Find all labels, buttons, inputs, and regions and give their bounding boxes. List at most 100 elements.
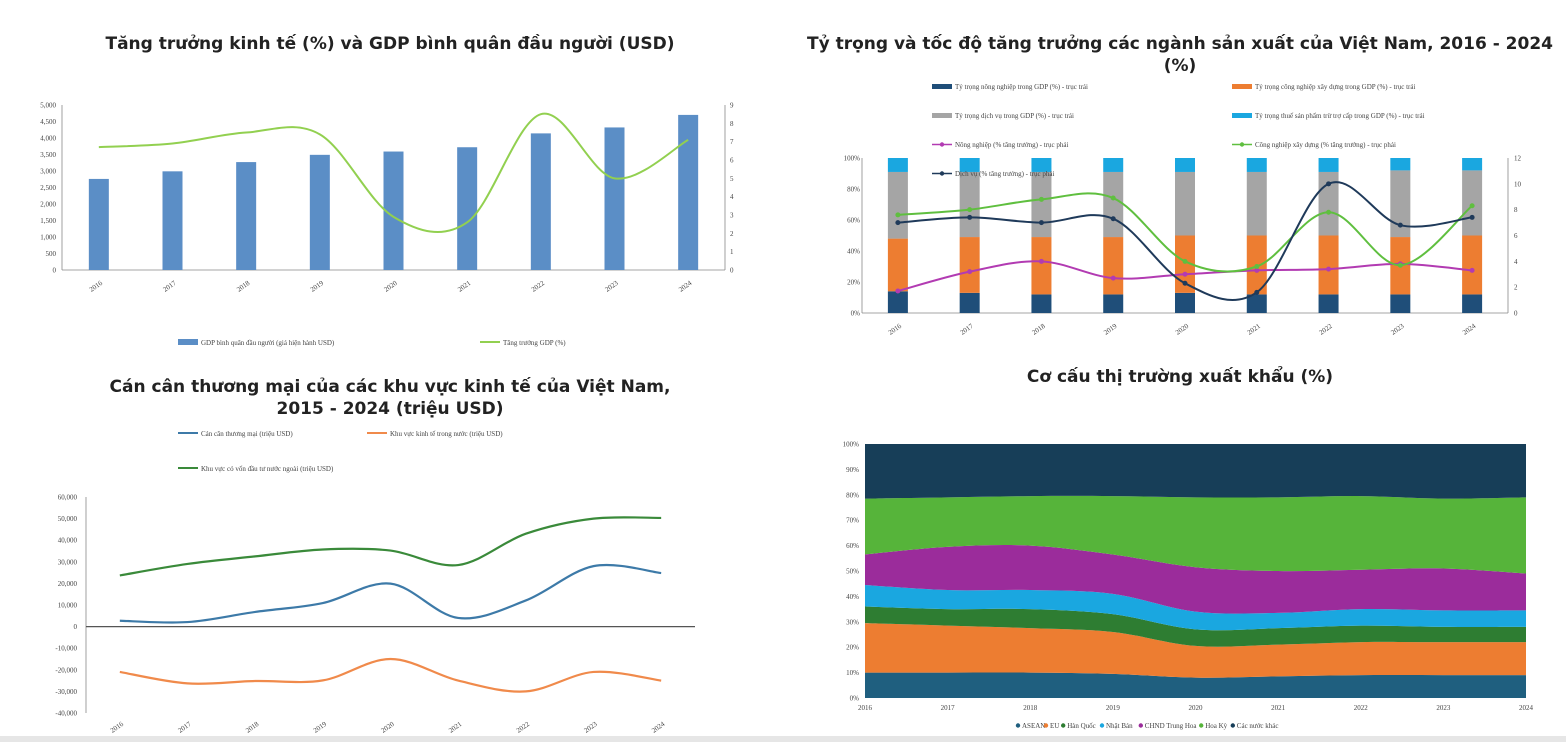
legend-marker bbox=[1099, 723, 1105, 728]
stacked-bar-segment bbox=[1031, 171, 1052, 238]
trade-chart: -40,000 -30,000 -20,000 -10,000 0 10,000 20,00… bbox=[55, 430, 695, 735]
y-right-tick-label: 4 bbox=[1514, 258, 1518, 266]
x-tick-label: 2020 bbox=[383, 279, 399, 294]
y-right-tick-label: 10 bbox=[1514, 180, 1522, 188]
gdp-bar bbox=[383, 151, 404, 270]
growth-point bbox=[1182, 280, 1188, 286]
stacked-bar-segment bbox=[887, 291, 908, 313]
gdp-bar bbox=[530, 133, 551, 270]
stacked-bar-segment bbox=[1246, 294, 1267, 313]
y-left-tick-label: 1,500 bbox=[40, 217, 56, 225]
y-left-tick-label: 500 bbox=[46, 250, 57, 258]
legend-swatch bbox=[1232, 113, 1252, 118]
growth-point bbox=[895, 220, 901, 226]
legend-label: Cán cân thương mại (triệu USD) bbox=[201, 430, 293, 438]
growth-point bbox=[1326, 209, 1332, 215]
y-left-tick-label: 3,500 bbox=[40, 151, 56, 159]
stacked-bar-segment bbox=[1103, 237, 1124, 295]
stacked-bar-segment bbox=[959, 237, 980, 293]
market-area bbox=[865, 495, 1526, 574]
y-left-tick-label: 80% bbox=[847, 186, 860, 194]
trade-chart-panel: Cán cân thương mại của các khu vực kinh … bbox=[40, 376, 740, 736]
stacked-bar-segment bbox=[1462, 158, 1483, 171]
y-left-tick-label: 40% bbox=[847, 248, 860, 256]
x-tick-label: 2021 bbox=[1271, 704, 1286, 712]
x-tick-label: 2024 bbox=[677, 279, 693, 294]
stacked-bar-segment bbox=[1103, 171, 1124, 238]
stacked-bar-segment bbox=[1462, 294, 1483, 313]
y-tick-label: 60% bbox=[846, 542, 859, 550]
stacked-bar-segment bbox=[1246, 171, 1267, 236]
legend-marker bbox=[1043, 723, 1049, 728]
x-tick-label: 2018 bbox=[1031, 322, 1047, 337]
market-area bbox=[865, 444, 1526, 499]
x-tick-label: 2023 bbox=[583, 720, 599, 735]
growth-point bbox=[1469, 214, 1475, 220]
y-tick-label: 70% bbox=[846, 517, 859, 525]
growth-point bbox=[1110, 275, 1116, 281]
x-tick-label: 2023 bbox=[1436, 704, 1451, 712]
x-tick-label: 2021 bbox=[447, 720, 463, 735]
y-left-tick-label: 60% bbox=[847, 217, 860, 225]
gdp-bar bbox=[678, 114, 699, 271]
x-tick-label: 2022 bbox=[1318, 322, 1334, 337]
y-right-tick-label: 8 bbox=[1514, 206, 1518, 214]
chart-title: Tăng trưởng kinh tế (%) và GDP bình quân… bbox=[105, 34, 675, 54]
legend-label: Các nước khác bbox=[1237, 722, 1279, 730]
y-right-tick-label: 4 bbox=[730, 193, 734, 201]
legend-label: GDP bình quân đầu người (giá hiện hành U… bbox=[201, 339, 335, 347]
stacked-bar-segment bbox=[1103, 158, 1124, 172]
y-tick-label: -10,000 bbox=[55, 645, 77, 653]
stacked-bar-segment bbox=[1246, 158, 1267, 172]
legend-swatch bbox=[932, 113, 952, 118]
stacked-bar-segment bbox=[1462, 170, 1483, 236]
x-tick-label: 2022 bbox=[1354, 704, 1369, 712]
stacked-bar-segment bbox=[1318, 158, 1339, 172]
stacked-bar-segment bbox=[1031, 158, 1052, 172]
y-left-tick-label: 0% bbox=[851, 310, 861, 318]
y-left-tick-label: 3,000 bbox=[40, 168, 56, 176]
legend-label: Tỷ trọng nông nghiệp trong GDP (%) - trụ… bbox=[955, 83, 1088, 91]
gdp-bar bbox=[457, 147, 478, 270]
gdp-bar bbox=[88, 178, 109, 270]
growth-line bbox=[897, 181, 1473, 302]
growth-point bbox=[1469, 203, 1475, 209]
legend-label: ASEAN bbox=[1022, 722, 1045, 730]
growth-point bbox=[895, 288, 901, 294]
x-tick-label: 2018 bbox=[244, 720, 260, 735]
x-tick-label: 2016 bbox=[887, 322, 903, 337]
legend-label: Tỷ trọng dịch vụ trong GDP (%) - trục tr… bbox=[955, 112, 1074, 120]
stacked-bar-segment bbox=[1175, 158, 1195, 172]
x-tick-label: 2024 bbox=[650, 720, 666, 735]
stacked-bar-segment bbox=[959, 171, 980, 238]
y-tick-label: 90% bbox=[846, 466, 859, 474]
x-tick-label: 2016 bbox=[858, 704, 873, 712]
x-tick-label: 2023 bbox=[1389, 322, 1405, 337]
y-tick-label: 50,000 bbox=[58, 515, 78, 523]
stacked-bar-segment bbox=[887, 158, 908, 172]
legend-swatch bbox=[1232, 84, 1252, 89]
legend-label: Hoa Kỳ bbox=[1205, 722, 1227, 730]
y-tick-label: 40,000 bbox=[58, 537, 78, 545]
x-tick-label: 2016 bbox=[109, 720, 125, 735]
y-left-tick-label: 0 bbox=[53, 267, 57, 275]
x-tick-label: 2023 bbox=[604, 279, 620, 294]
x-tick-label: 2019 bbox=[1102, 322, 1118, 337]
sectors-chart-panel: Tỷ trọng và tốc độ tăng trưởng các ngành… bbox=[800, 30, 1560, 360]
legend-swatch-marker bbox=[939, 171, 945, 176]
y-tick-label: 80% bbox=[846, 491, 859, 499]
growth-point bbox=[1038, 220, 1044, 226]
y-tick-label: -40,000 bbox=[55, 710, 77, 718]
x-tick-label: 2020 bbox=[1189, 704, 1204, 712]
growth-line bbox=[897, 192, 1473, 273]
chart-title: Cơ cấu thị trường xuất khẩu (%) bbox=[1026, 367, 1334, 387]
growth-point bbox=[1110, 216, 1116, 222]
stacked-bar-segment bbox=[1031, 294, 1052, 313]
trade-line bbox=[119, 657, 662, 693]
gdp-bar bbox=[604, 127, 625, 270]
y-right-tick-label: 0 bbox=[1514, 310, 1518, 318]
y-right-tick-label: 2 bbox=[730, 230, 734, 238]
legend-label: EU bbox=[1050, 722, 1059, 730]
y-left-tick-label: 100% bbox=[844, 155, 861, 163]
x-tick-label: 2020 bbox=[380, 720, 396, 735]
